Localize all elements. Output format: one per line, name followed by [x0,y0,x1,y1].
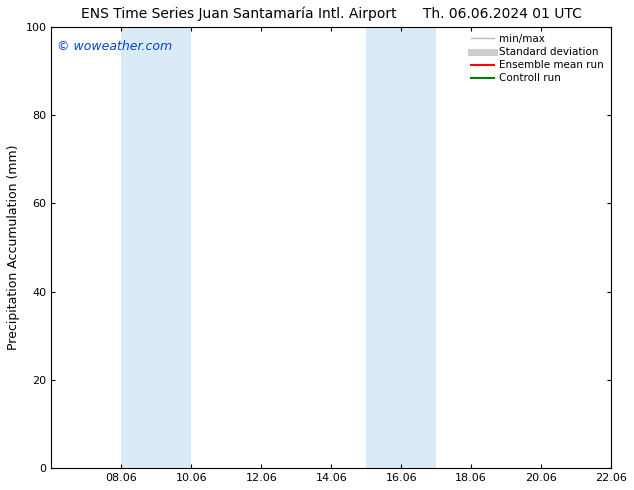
Text: © woweather.com: © woweather.com [57,40,172,53]
Legend: min/max, Standard deviation, Ensemble mean run, Controll run: min/max, Standard deviation, Ensemble me… [467,30,608,88]
Bar [121,27,157,468]
Bar [366,27,401,468]
Bar [401,27,436,468]
Bar [157,27,191,468]
Y-axis label: Precipitation Accumulation (mm): Precipitation Accumulation (mm) [7,145,20,350]
Title: ENS Time Series Juan Santamaría Intl. Airport      Th. 06.06.2024 01 UTC: ENS Time Series Juan Santamaría Intl. Ai… [81,7,581,22]
